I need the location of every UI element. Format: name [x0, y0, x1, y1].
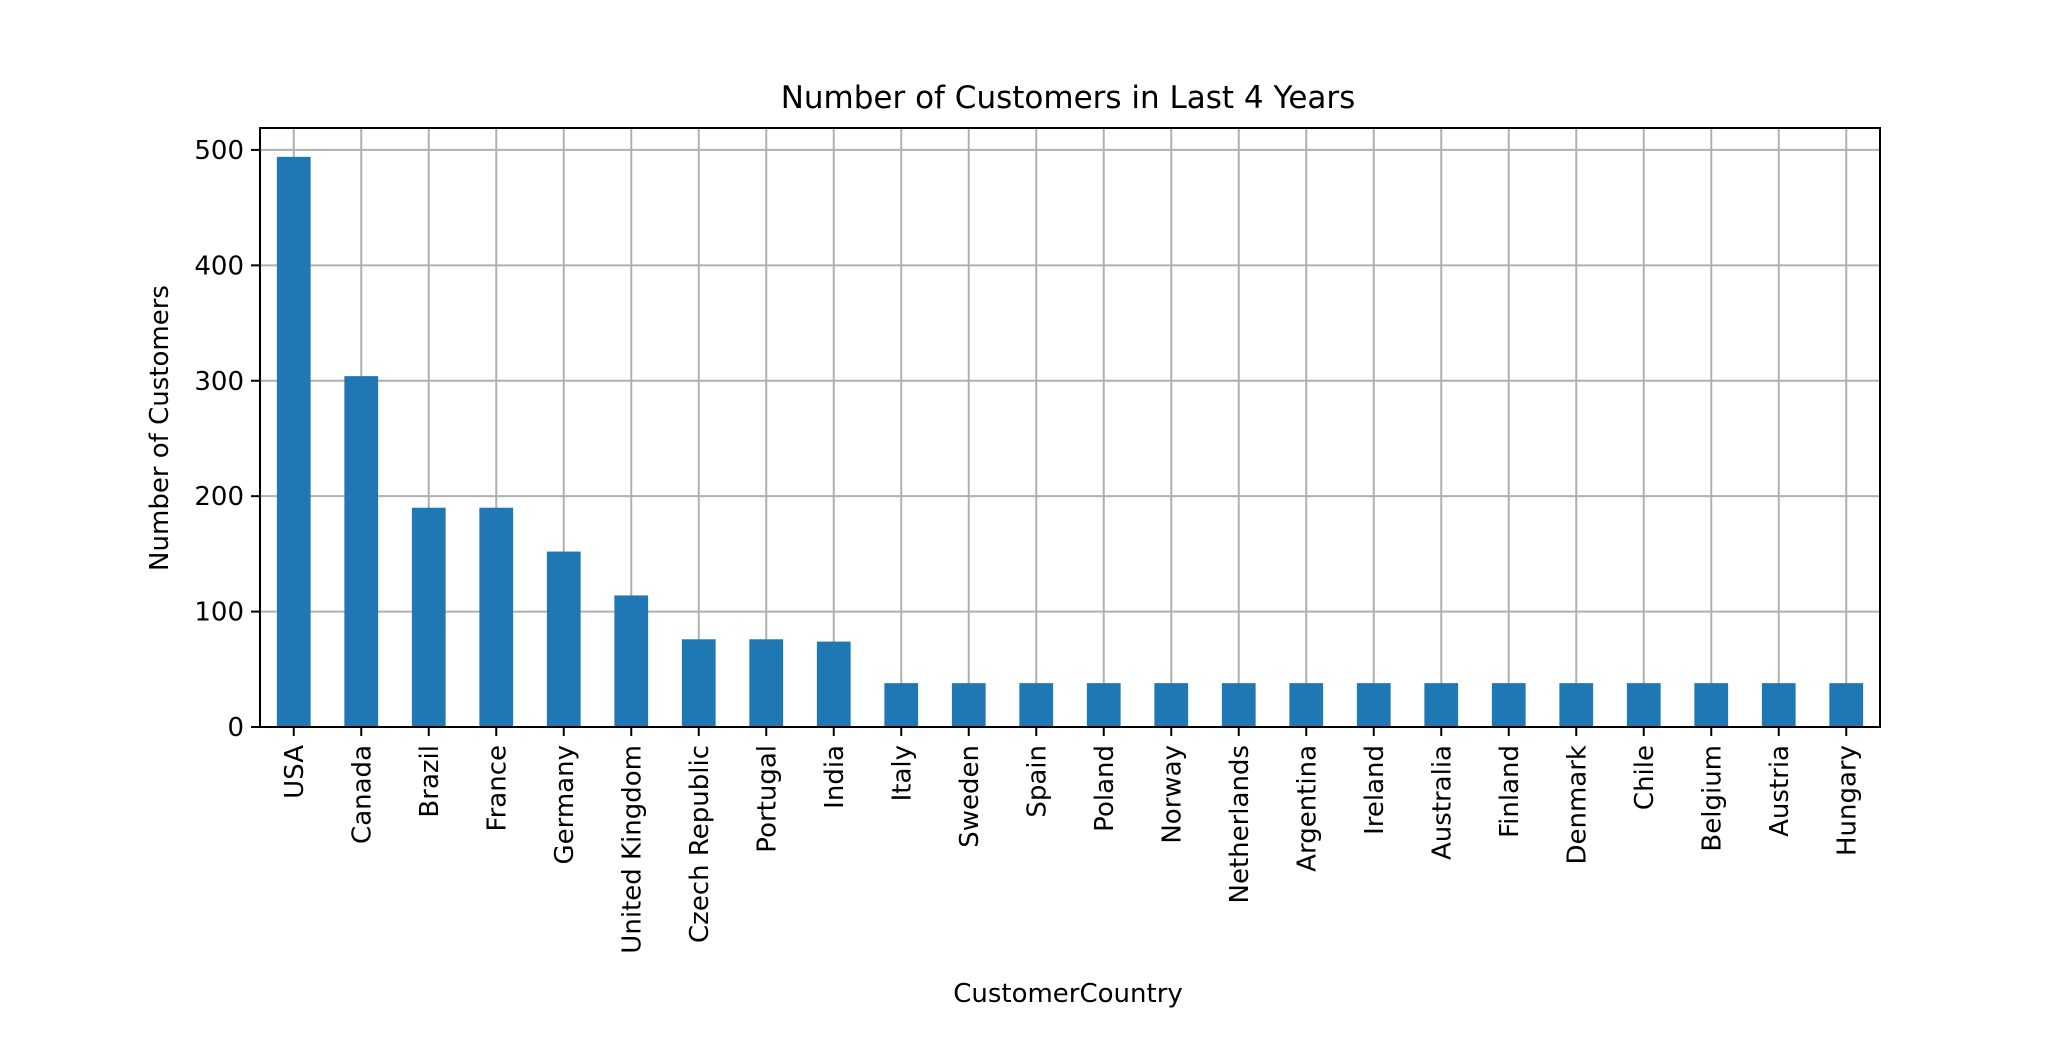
y-tick-label: 0	[227, 713, 244, 743]
bar-czech-republic	[681, 639, 716, 727]
x-tick-label: USA	[280, 745, 310, 799]
x-tick-label: Portugal	[752, 745, 782, 853]
bar-poland	[1086, 683, 1121, 727]
bar-australia	[1424, 683, 1459, 727]
x-tick-label: Austria	[1765, 745, 1795, 837]
x-tick-label: Italy	[887, 745, 917, 801]
bar-portugal	[749, 639, 784, 727]
bar-austria	[1761, 683, 1796, 727]
x-tick-label: Finland	[1495, 745, 1525, 838]
x-tick-label: Hungary	[1832, 745, 1862, 856]
x-axis-ticks: USA Canada Brazil France Germany United Kingd…	[280, 727, 1862, 954]
bar-denmark	[1559, 683, 1594, 727]
bar-united-kingdom	[614, 595, 649, 727]
x-tick-label: United Kingdom	[617, 745, 647, 954]
y-axis-label: Number of Customers	[145, 285, 175, 571]
x-tick-label: India	[820, 745, 850, 809]
bar-finland	[1491, 683, 1526, 727]
y-axis-ticks: 0 100 200 300 400 500	[194, 136, 260, 743]
bar-ireland	[1356, 683, 1391, 727]
bars	[276, 156, 1864, 727]
x-tick-label: Brazil	[415, 745, 445, 818]
x-tick-label: Germany	[550, 745, 580, 865]
bar-germany	[546, 551, 581, 727]
bar-sweden	[951, 683, 986, 727]
x-tick-label: Czech Republic	[685, 745, 715, 943]
y-tick-label: 300	[194, 367, 244, 397]
x-tick-label: Poland	[1090, 745, 1120, 832]
x-tick-label: Belgium	[1697, 745, 1727, 852]
bar-netherlands	[1221, 683, 1256, 727]
x-tick-label: Sweden	[955, 745, 985, 848]
bar-norway	[1154, 683, 1189, 727]
bar-italy	[884, 683, 919, 727]
plot-frame	[259, 127, 1881, 728]
x-axis-label: CustomerCountry	[953, 979, 1183, 1009]
x-tick-label: Denmark	[1562, 745, 1592, 865]
x-tick-label: Ireland	[1360, 745, 1390, 835]
bar-spain	[1019, 683, 1054, 727]
bar-india	[816, 641, 851, 727]
x-tick-label: Spain	[1022, 745, 1052, 818]
bar-brazil	[411, 507, 446, 727]
x-tick-label: Canada	[347, 745, 377, 844]
bar-belgium	[1694, 683, 1729, 727]
bar-argentina	[1289, 683, 1324, 727]
y-tick-label: 400	[194, 251, 244, 281]
x-tick-label: France	[482, 745, 512, 831]
y-tick-label: 100	[194, 598, 244, 628]
x-tick-label: Chile	[1630, 745, 1660, 810]
chart-title: Number of Customers in Last 4 Years	[781, 80, 1356, 116]
x-tick-label: Norway	[1157, 745, 1187, 844]
x-tick-label: Australia	[1427, 745, 1457, 860]
y-tick-label: 200	[194, 482, 244, 512]
bar-canada	[344, 376, 379, 727]
y-tick-label: 500	[194, 136, 244, 166]
grid-lines	[260, 128, 1880, 728]
bar-france	[479, 507, 514, 727]
bar-chile	[1626, 683, 1661, 727]
x-tick-label: Netherlands	[1225, 745, 1255, 904]
bar-usa	[276, 156, 311, 727]
x-tick-label: Argentina	[1292, 745, 1322, 872]
bar-hungary	[1829, 683, 1864, 727]
